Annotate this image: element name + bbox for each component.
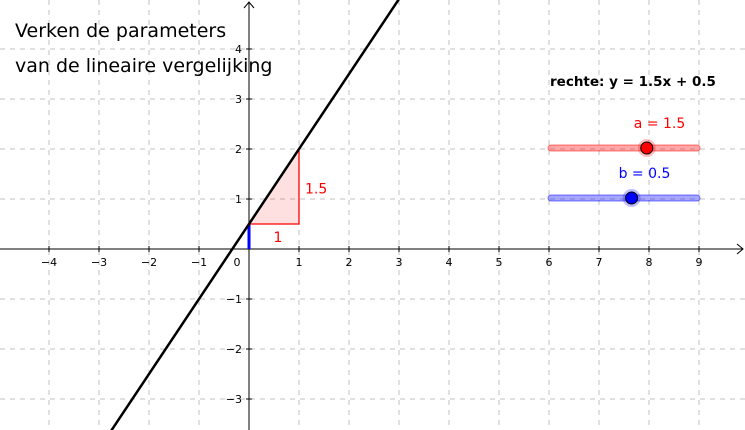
x-axis-arrow <box>736 243 744 255</box>
x-tick-label: 2 <box>346 256 353 269</box>
x-tick-label: 7 <box>596 256 603 269</box>
slider-b-handle[interactable] <box>625 191 639 205</box>
run-label: 1 <box>274 230 283 246</box>
rise-label: 1.5 <box>305 182 327 198</box>
title-line-2: van de lineaire vergelijking <box>15 55 273 77</box>
y-tick-label: 1 <box>235 193 242 206</box>
slider-a-handle[interactable] <box>640 141 654 155</box>
y-tick-label: 4 <box>235 43 242 56</box>
x-tick-label: −1 <box>191 256 207 269</box>
slider-b-label: b = 0.5 <box>618 166 671 182</box>
x-tick-label: 1 <box>296 256 303 269</box>
y-tick-label: −3 <box>226 393 242 406</box>
equation-label: rechte: y = 1.5x + 0.5 <box>550 74 716 90</box>
y-tick-label: 3 <box>235 93 242 106</box>
slider-b-track[interactable] <box>547 194 701 202</box>
slider-a-label: a = 1.5 <box>633 116 686 132</box>
x-tick-label: 3 <box>396 256 403 269</box>
line-y-ax-b[interactable] <box>109 0 406 430</box>
x-tick-label: 5 <box>496 256 503 269</box>
x-tick-label: 8 <box>646 256 653 269</box>
sliders[interactable] <box>547 139 701 207</box>
y-tick-label: −2 <box>226 343 242 356</box>
title-line-1: Verken de parameters <box>15 20 227 42</box>
x-tick-label: 4 <box>446 256 453 269</box>
y-axis-arrow <box>243 1 255 9</box>
y-tick-label: −1 <box>226 293 242 306</box>
slider-a-track[interactable] <box>547 144 701 152</box>
y-tick-label: 2 <box>235 143 242 156</box>
x-tick-label: 0 <box>234 256 241 269</box>
x-tick-label: −3 <box>91 256 107 269</box>
line-graph[interactable] <box>109 0 406 430</box>
x-tick-label: −2 <box>141 256 157 269</box>
x-tick-label: 6 <box>546 256 553 269</box>
x-tick-label: 9 <box>696 256 703 269</box>
tick-labels: −4 −3 −2 −1 0 1 2 3 4 5 6 7 8 9 1 2 3 4 −1 −2 −3 <box>41 43 703 406</box>
x-tick-label: −4 <box>41 256 57 269</box>
